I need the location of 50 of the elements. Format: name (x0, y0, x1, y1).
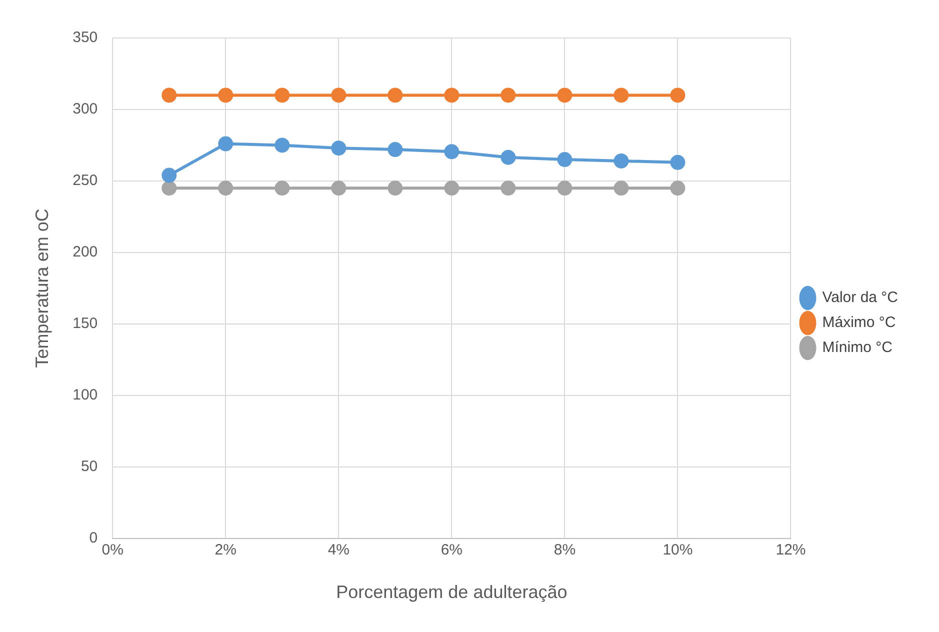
y-tick-label: 200 (72, 244, 98, 261)
x-tick-label: 4% (328, 542, 350, 559)
point (162, 88, 177, 103)
point (444, 144, 460, 160)
x-tick-label: 2% (214, 542, 236, 559)
point (500, 88, 516, 103)
y-axis-title: Temperatura em oC (32, 208, 52, 368)
legend-label: Máximo °C (822, 314, 896, 332)
point (670, 154, 686, 170)
point (444, 180, 460, 196)
point (557, 152, 572, 168)
point (331, 88, 346, 103)
y-tick-label: 100 (72, 386, 98, 404)
y-tick-label: 150 (72, 315, 98, 332)
point (274, 180, 290, 196)
x-tick-label: 10% (662, 542, 693, 559)
point (670, 88, 686, 103)
point (331, 180, 346, 196)
y-tick-label: 250 (72, 172, 98, 190)
point (218, 180, 234, 196)
point (274, 138, 290, 153)
point (557, 88, 572, 103)
x-tick-label: 12% (776, 542, 806, 559)
point (388, 88, 403, 103)
x-tick-label: 0% (102, 542, 124, 559)
point (614, 153, 629, 168)
point (614, 88, 629, 103)
point (500, 150, 516, 165)
legend-label: Mínimo °C (822, 339, 893, 356)
point (274, 88, 290, 103)
point (218, 88, 234, 103)
x-axis-title: Porcentagem de adulteração (336, 582, 568, 602)
y-tick-label: 50 (80, 458, 98, 476)
x-tick-label: 6% (440, 542, 463, 559)
point (331, 140, 346, 156)
y-tick-label: 350 (72, 29, 98, 46)
point (614, 180, 629, 196)
point (218, 136, 234, 152)
x-tick-label: 8% (554, 542, 576, 559)
y-tick-label: 300 (72, 100, 98, 118)
legend-label: Valor da °C (822, 289, 898, 306)
point (162, 168, 177, 183)
point (500, 180, 516, 196)
y-tick-label: 0 (89, 530, 98, 547)
point (162, 180, 177, 196)
point (670, 180, 686, 196)
point (557, 180, 572, 196)
point (444, 88, 460, 103)
point (388, 142, 403, 158)
point (388, 180, 403, 196)
